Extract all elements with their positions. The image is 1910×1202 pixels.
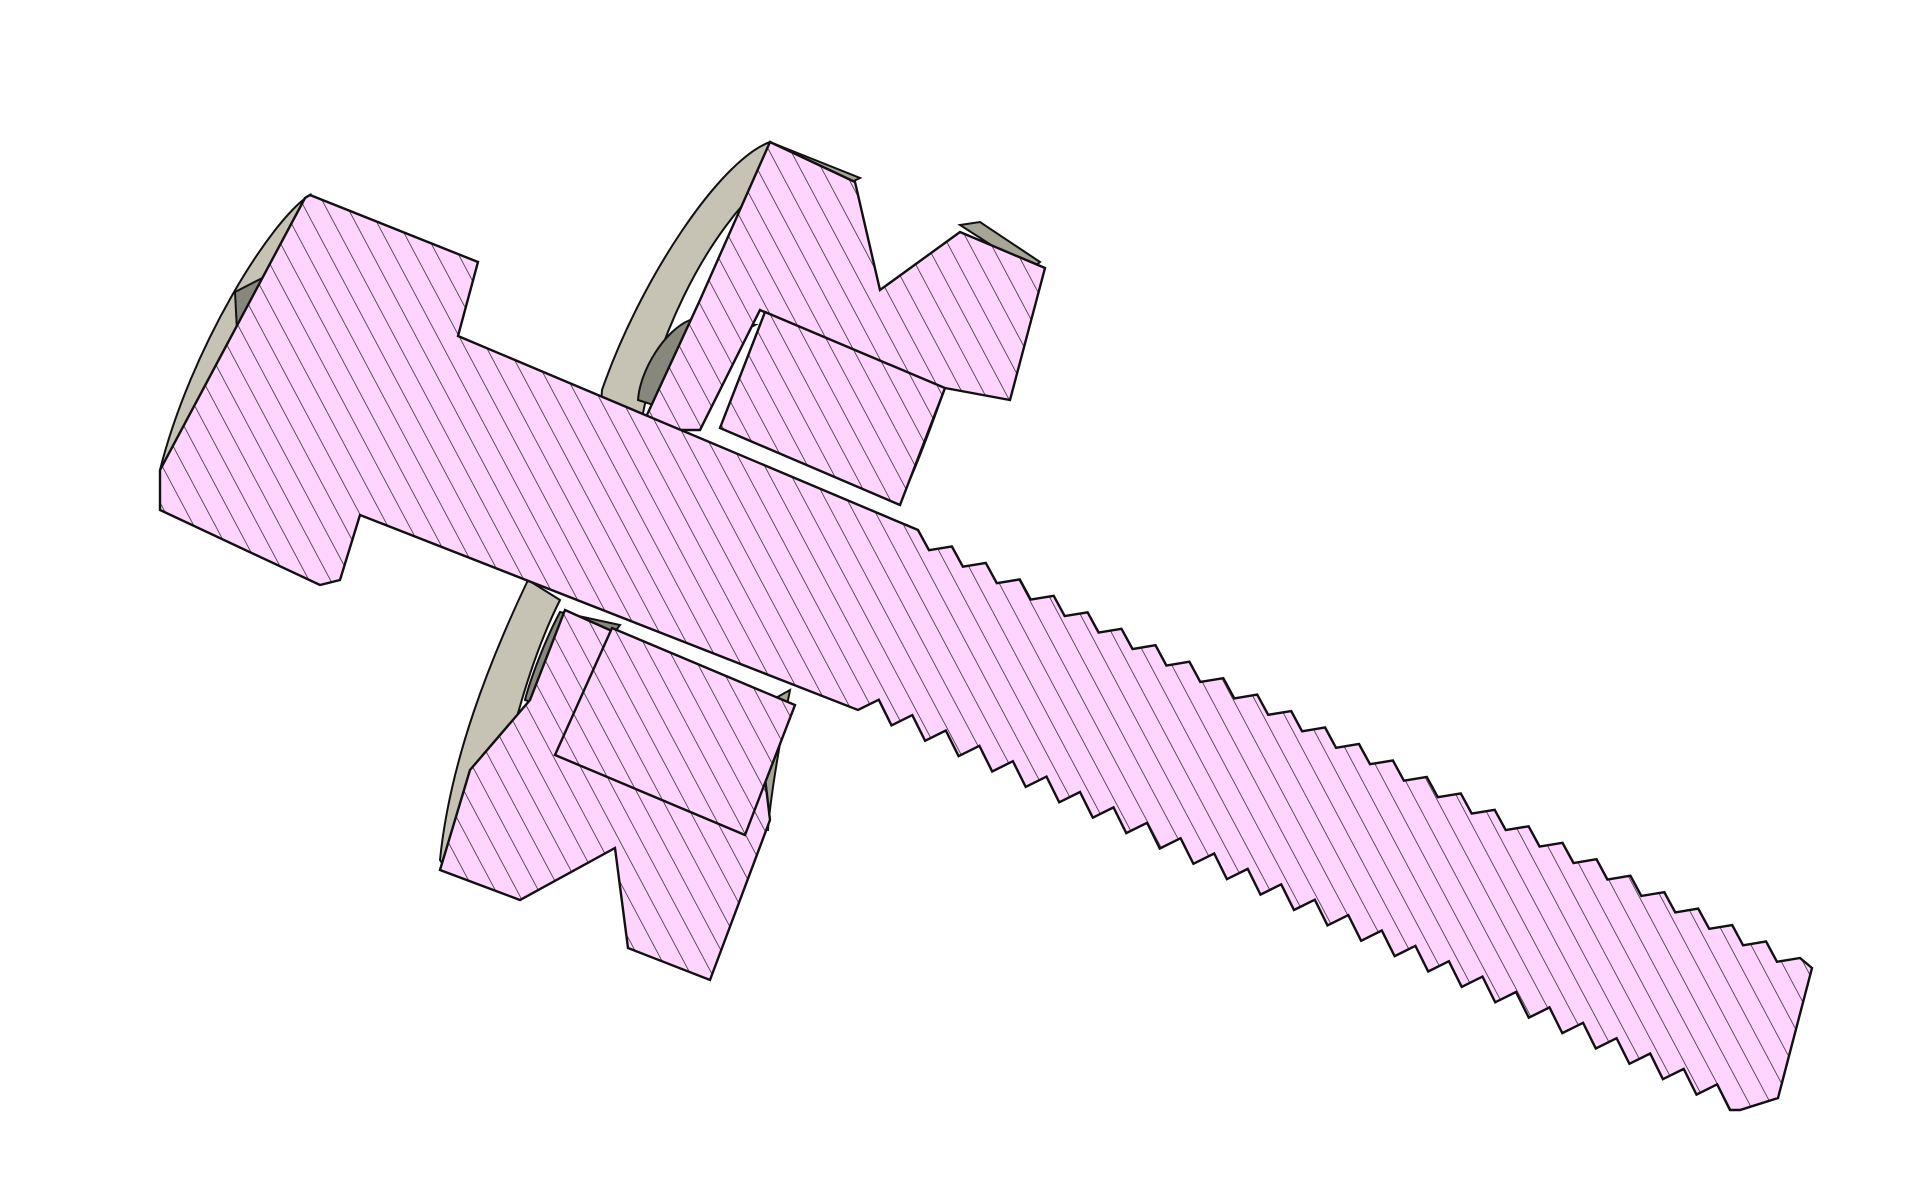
screw-section-body [158, 193, 1814, 1112]
bushing-section-upper [718, 310, 947, 507]
bushing-section-lower [553, 626, 797, 837]
pulley-section [438, 140, 1047, 982]
screw-section [158, 193, 1814, 1112]
